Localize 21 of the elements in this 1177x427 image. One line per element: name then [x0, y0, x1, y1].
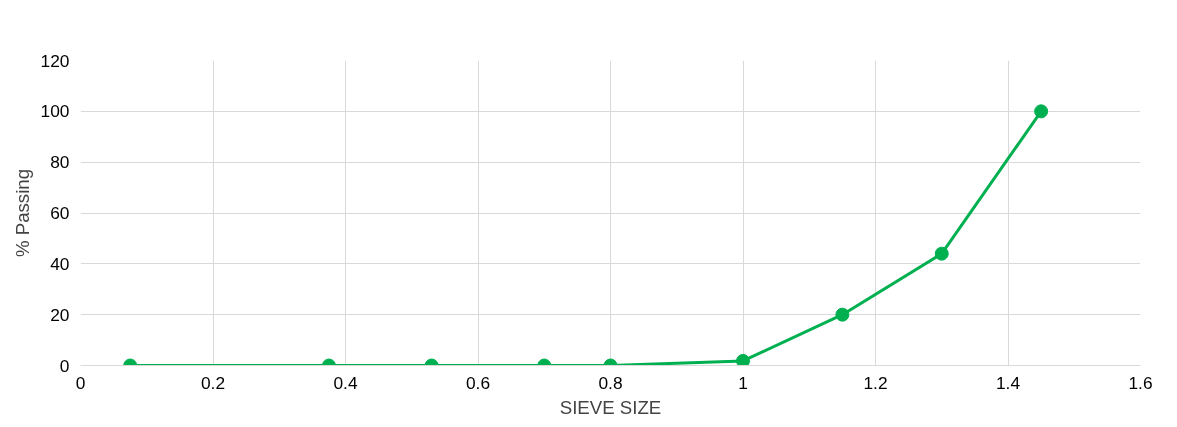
- point: [736, 353, 750, 366]
- x-tick-label: 1.2: [863, 372, 888, 393]
- x-tick-label: 1: [738, 372, 748, 393]
- x-tick-label: 1.6: [1128, 372, 1153, 393]
- point: [934, 246, 949, 261]
- x-tick-label: 0: [75, 372, 86, 393]
- x-tick-label: 0.8: [598, 372, 623, 393]
- y-tick-label: 120: [40, 50, 70, 71]
- y-tick-label: 40: [50, 253, 70, 274]
- x-tick-label: 1.4: [995, 372, 1021, 393]
- y-tick-label: 60: [50, 203, 70, 223]
- x-tick-label: 0.4: [333, 372, 358, 393]
- y-tick-label: 100: [40, 101, 70, 122]
- y-axis-title: % Passing: [11, 168, 33, 258]
- y-tick-label: 80: [50, 152, 70, 173]
- y-tick-label: 20: [50, 304, 70, 325]
- point: [1034, 104, 1049, 119]
- x-tick-label: 0.2: [200, 372, 226, 393]
- x-tick-label: 0.6: [465, 372, 491, 393]
- y-tick-label: 0: [59, 355, 70, 376]
- x-axis-title: SIEVE SIZE: [559, 396, 662, 418]
